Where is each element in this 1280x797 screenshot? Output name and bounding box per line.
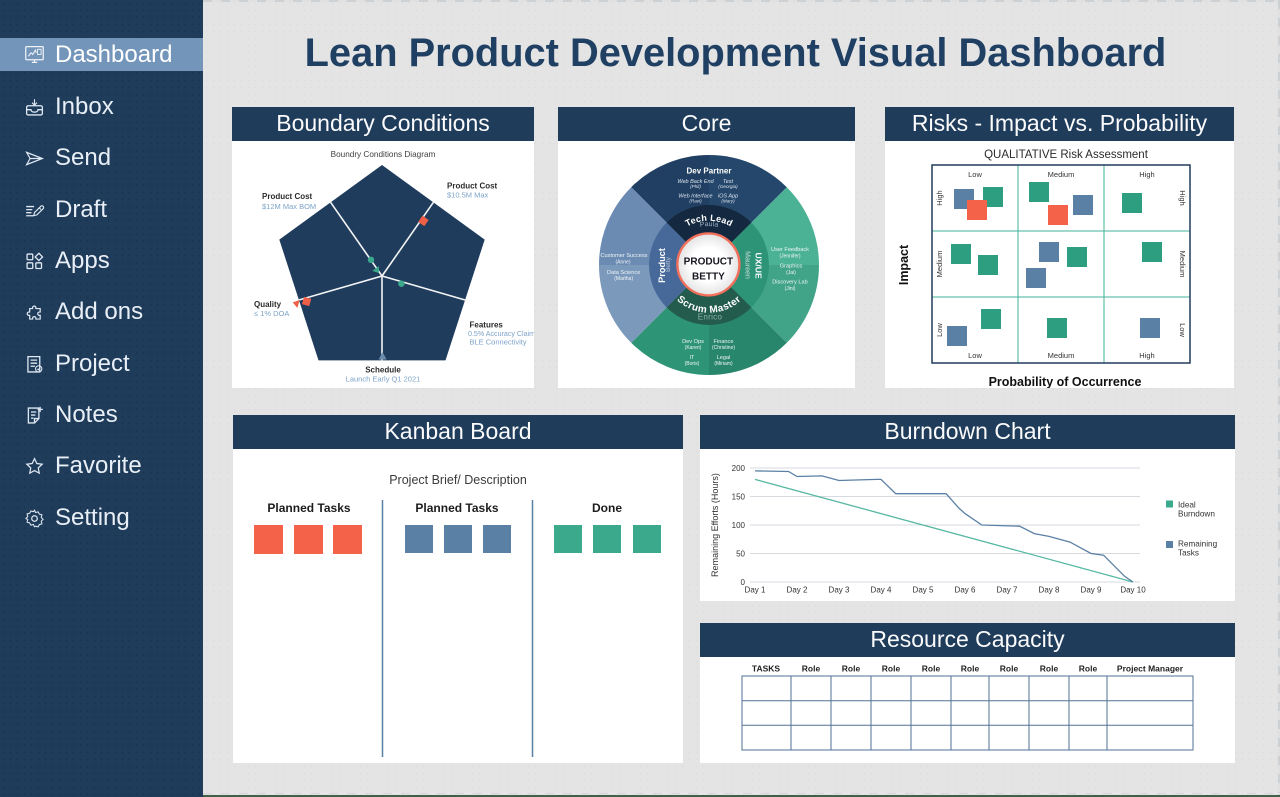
- svg-text:Launch Early Q1 2021: Launch Early Q1 2021: [346, 375, 421, 384]
- svg-text:(Miriam): (Miriam): [714, 361, 733, 367]
- svg-text:Role: Role: [922, 664, 941, 674]
- svg-text:High: High: [935, 190, 944, 205]
- svg-text:Day 5: Day 5: [913, 586, 934, 595]
- svg-text:Day 9: Day 9: [1081, 586, 1102, 595]
- svg-text:(Jai): (Jai): [786, 270, 796, 276]
- svg-text:Day 7: Day 7: [997, 586, 1018, 595]
- svg-text:Day 10: Day 10: [1120, 586, 1146, 595]
- svg-text:QUALITATIVE Risk Assessment: QUALITATIVE Risk Assessment: [984, 149, 1149, 161]
- svg-text:Probability of Occurrence: Probability of Occurrence: [989, 375, 1142, 388]
- svg-text:(Christine): (Christine): [712, 345, 735, 351]
- svg-text:(Karen): (Karen): [685, 345, 702, 351]
- svg-text:0.5% Accuracy Claim: 0.5% Accuracy Claim: [468, 330, 534, 338]
- svg-text:Medium: Medium: [935, 251, 944, 278]
- svg-text:Paula: Paula: [699, 221, 719, 229]
- svg-text:User Feedback: User Feedback: [771, 247, 809, 253]
- svg-text:BETTY: BETTY: [692, 272, 725, 283]
- svg-text:(Martha): (Martha): [614, 276, 633, 282]
- svg-text:150: 150: [732, 493, 746, 502]
- svg-text:High: High: [1178, 190, 1187, 205]
- svg-text:TASKS: TASKS: [752, 664, 781, 674]
- svg-text:UX/UE: UX/UE: [754, 252, 764, 279]
- svg-text:Day 6: Day 6: [955, 586, 976, 595]
- svg-text:(Phil): (Phil): [690, 184, 701, 189]
- svg-text:Tech Lead: Tech Lead: [684, 213, 735, 229]
- svg-text:Role: Role: [842, 664, 861, 674]
- svg-text:High: High: [1139, 170, 1154, 179]
- svg-text:Quality: Quality: [254, 300, 282, 309]
- svg-text:Role: Role: [1040, 664, 1059, 674]
- svg-text:Web Interface: Web Interface: [678, 194, 712, 200]
- svg-text:iOS App: iOS App: [718, 194, 738, 200]
- svg-text:Customer Success: Customer Success: [601, 253, 648, 259]
- svg-text:IT: IT: [690, 355, 696, 361]
- svg-text:Day 4: Day 4: [871, 586, 892, 595]
- svg-text:Betty: Betty: [665, 256, 672, 272]
- svg-text:(Georgia): (Georgia): [718, 184, 738, 189]
- svg-text:High: High: [1139, 351, 1154, 360]
- svg-text:Project Brief/ Description: Project Brief/ Description: [389, 473, 527, 487]
- svg-text:Low: Low: [935, 323, 944, 337]
- svg-text:(Anne): (Anne): [615, 260, 630, 266]
- svg-text:BLE Connectivity: BLE Connectivity: [470, 338, 527, 347]
- svg-text:Role: Role: [802, 664, 821, 674]
- svg-text:Features: Features: [470, 321, 504, 330]
- svg-text:Day 3: Day 3: [829, 586, 850, 595]
- svg-text:(Mary): (Mary): [721, 199, 735, 204]
- svg-text:Maureen: Maureen: [744, 251, 751, 279]
- svg-text:Project Manager: Project Manager: [1117, 664, 1184, 674]
- svg-text:Dev Ops: Dev Ops: [682, 339, 704, 345]
- svg-text:Low: Low: [968, 170, 982, 179]
- svg-text:Legal: Legal: [717, 355, 731, 361]
- svg-text:Planned Tasks: Planned Tasks: [267, 501, 350, 515]
- svg-text:Dev Partner: Dev Partner: [687, 167, 732, 176]
- svg-text:50: 50: [736, 550, 745, 559]
- svg-text:(Boris): (Boris): [685, 361, 700, 367]
- svg-text:Discovery Lab: Discovery Lab: [772, 280, 807, 286]
- svg-text:Day 8: Day 8: [1039, 586, 1060, 595]
- svg-text:Ideal: Ideal: [1178, 501, 1196, 510]
- svg-text:Planned Tasks: Planned Tasks: [415, 501, 498, 515]
- svg-text:Boundry Conditions Diagram: Boundry Conditions Diagram: [331, 150, 436, 159]
- svg-text:Role: Role: [1000, 664, 1019, 674]
- svg-text:Medium: Medium: [1048, 170, 1075, 179]
- svg-text:Product Cost: Product Cost: [447, 182, 498, 191]
- svg-text:Data Science: Data Science: [607, 270, 640, 276]
- svg-text:Product Cost: Product Cost: [262, 192, 313, 201]
- svg-text:Role: Role: [961, 664, 980, 674]
- svg-text:Product: Product: [657, 248, 667, 283]
- svg-text:Low: Low: [968, 351, 982, 360]
- svg-text:Day 1: Day 1: [745, 586, 766, 595]
- svg-text:Enrico: Enrico: [698, 313, 723, 322]
- svg-text:Finance: Finance: [714, 339, 734, 345]
- svg-text:$12M Max BOM: $12M Max BOM: [262, 202, 316, 211]
- svg-text:(Jennifer): (Jennifer): [779, 254, 800, 260]
- svg-text:Role: Role: [1079, 664, 1098, 674]
- svg-text:Schedule: Schedule: [365, 366, 401, 375]
- svg-text:100: 100: [732, 521, 746, 530]
- svg-text:Web Back End: Web Back End: [677, 179, 714, 185]
- svg-text:Test: Test: [723, 179, 734, 185]
- svg-text:≤ 1% DOA: ≤ 1% DOA: [254, 309, 289, 318]
- svg-text:Medium: Medium: [1178, 251, 1187, 278]
- svg-text:Remaining: Remaining: [1178, 540, 1218, 549]
- svg-text:Low: Low: [1178, 323, 1187, 337]
- svg-text:(Ravi): (Ravi): [689, 199, 702, 204]
- svg-text:Remaining Efforts (Hours): Remaining Efforts (Hours): [710, 473, 720, 577]
- svg-text:Done: Done: [592, 501, 622, 515]
- svg-text:PRODUCT: PRODUCT: [684, 256, 733, 267]
- svg-text:Day 2: Day 2: [787, 586, 808, 595]
- svg-text:0: 0: [741, 578, 746, 587]
- svg-text:Medium: Medium: [1048, 351, 1075, 360]
- svg-text:$10.5M Max: $10.5M Max: [447, 191, 489, 200]
- svg-text:Role: Role: [882, 664, 901, 674]
- svg-text:Graphics: Graphics: [780, 264, 803, 270]
- svg-text:Burndown: Burndown: [1178, 510, 1215, 519]
- svg-text:200: 200: [732, 464, 746, 473]
- svg-text:Tasks: Tasks: [1178, 549, 1199, 558]
- svg-text:Impact: Impact: [897, 244, 911, 285]
- svg-text:(Jini): (Jini): [785, 286, 796, 292]
